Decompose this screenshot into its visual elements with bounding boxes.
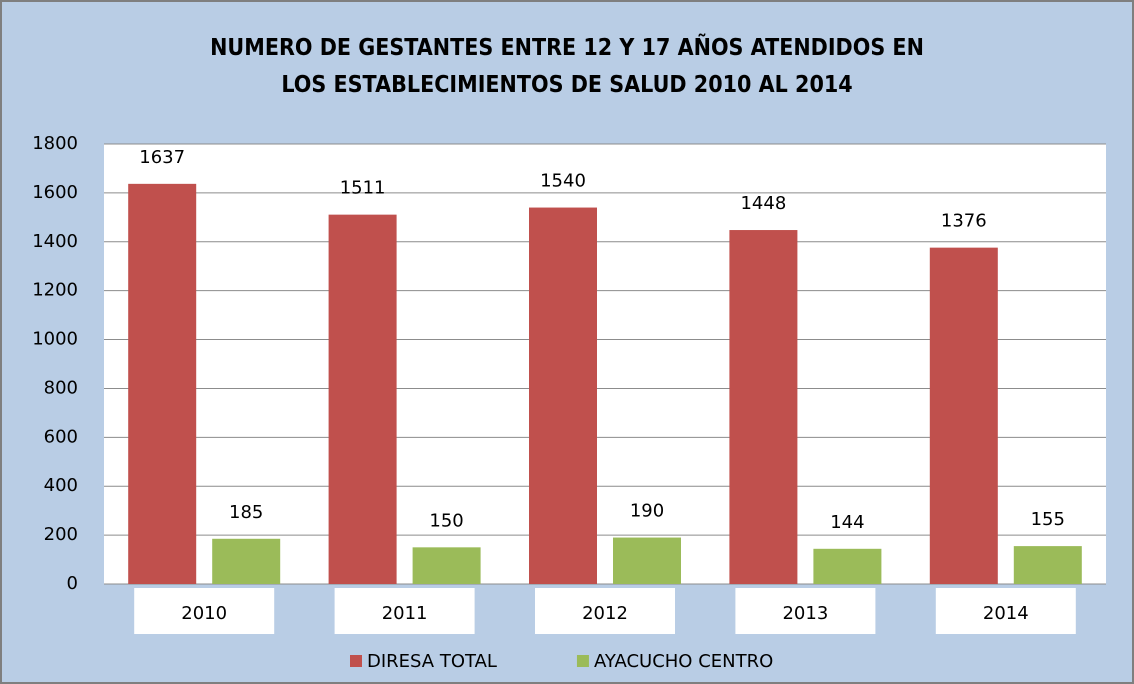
x-tick-label: 2010 xyxy=(181,603,227,624)
x-tick-label: 2014 xyxy=(983,603,1029,624)
bar xyxy=(929,247,998,584)
bar xyxy=(729,230,798,585)
category-label-box xyxy=(735,588,876,634)
category-label-box xyxy=(134,588,275,634)
y-tick-label: 1600 xyxy=(32,182,78,203)
bar xyxy=(1013,546,1082,584)
bar xyxy=(328,214,397,584)
bar xyxy=(412,547,481,584)
data-label: 1511 xyxy=(340,178,386,199)
bar xyxy=(529,207,597,585)
data-label: 1448 xyxy=(740,193,786,214)
legend-swatch xyxy=(576,655,589,667)
y-tick-label: 0 xyxy=(67,573,78,594)
bar xyxy=(813,548,882,584)
bar xyxy=(128,183,197,584)
legend-label: DIRESA TOTAL xyxy=(367,651,497,672)
data-label: 155 xyxy=(1031,509,1065,530)
y-tick-label: 200 xyxy=(44,524,78,545)
category-label-box xyxy=(935,588,1076,634)
data-label: 150 xyxy=(429,510,463,531)
y-tick-label: 1000 xyxy=(32,329,78,350)
bar xyxy=(613,537,681,584)
bar xyxy=(212,538,281,584)
category-label-box xyxy=(535,588,675,634)
y-tick-label: 400 xyxy=(44,475,78,496)
y-tick-label: 1200 xyxy=(32,280,78,301)
y-tick-label: 800 xyxy=(44,377,78,398)
y-tick-label: 1800 xyxy=(32,133,78,154)
data-label: 1540 xyxy=(540,171,586,192)
category-label-box xyxy=(334,588,475,634)
legend-label: AYACUCHO CENTRO xyxy=(594,651,773,672)
data-label: 190 xyxy=(630,501,664,522)
legend-swatch xyxy=(350,655,362,667)
y-tick-label: 600 xyxy=(44,426,78,447)
x-tick-label: 2012 xyxy=(582,603,628,624)
data-label: 185 xyxy=(229,502,263,523)
chart-title: NUMERO DE GESTANTES ENTRE 12 Y 17 AÑOS A… xyxy=(210,35,924,98)
data-label: 1376 xyxy=(941,211,987,232)
data-label: 144 xyxy=(830,512,864,533)
data-label: 1637 xyxy=(139,147,185,168)
x-tick-label: 2011 xyxy=(382,603,428,624)
x-tick-label: 2013 xyxy=(782,603,828,624)
y-tick-label: 1400 xyxy=(32,231,78,252)
